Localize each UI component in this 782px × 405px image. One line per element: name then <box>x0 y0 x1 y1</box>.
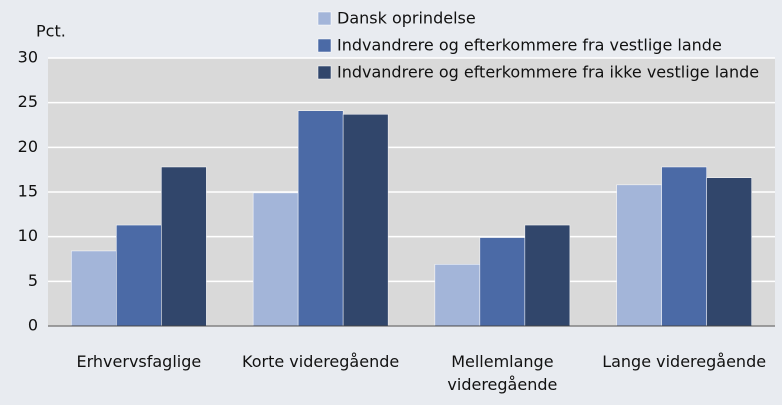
bar <box>342 114 389 327</box>
legend-swatch <box>317 65 332 80</box>
bar <box>479 237 526 327</box>
y-tick-label: 20 <box>18 137 38 156</box>
bar <box>71 250 117 327</box>
bar <box>252 192 299 327</box>
bar <box>706 177 752 327</box>
bar <box>524 224 571 327</box>
legend-swatch <box>317 11 332 26</box>
x-tick-label: Lange videregående <box>602 352 767 371</box>
bar <box>661 166 707 327</box>
y-tick-label: 25 <box>18 92 38 111</box>
y-tick-label: 10 <box>18 226 38 245</box>
legend-label: Indvandrere og efterkommere fra ikke ves… <box>337 63 759 82</box>
y-tick-label: 5 <box>28 271 38 290</box>
bar <box>616 184 662 327</box>
y-tick-label: 30 <box>18 48 38 67</box>
bar <box>434 264 481 327</box>
x-tick-label: Korte videregående <box>242 352 400 371</box>
bar <box>116 224 162 327</box>
y-tick-label: 0 <box>28 316 38 335</box>
legend-swatch <box>317 38 332 53</box>
bar <box>161 166 207 327</box>
legend-label: Dansk oprindelse <box>337 9 476 28</box>
y-tick-label: 15 <box>18 182 38 201</box>
x-tick-label: Mellemlange videregående <box>447 352 558 394</box>
legend-label: Indvandrere og efterkommere fra vestlige… <box>337 36 722 55</box>
y-axis-label: Pct. <box>36 22 66 41</box>
x-tick-label: Erhvervsfaglige <box>76 352 202 371</box>
bar <box>297 110 344 327</box>
